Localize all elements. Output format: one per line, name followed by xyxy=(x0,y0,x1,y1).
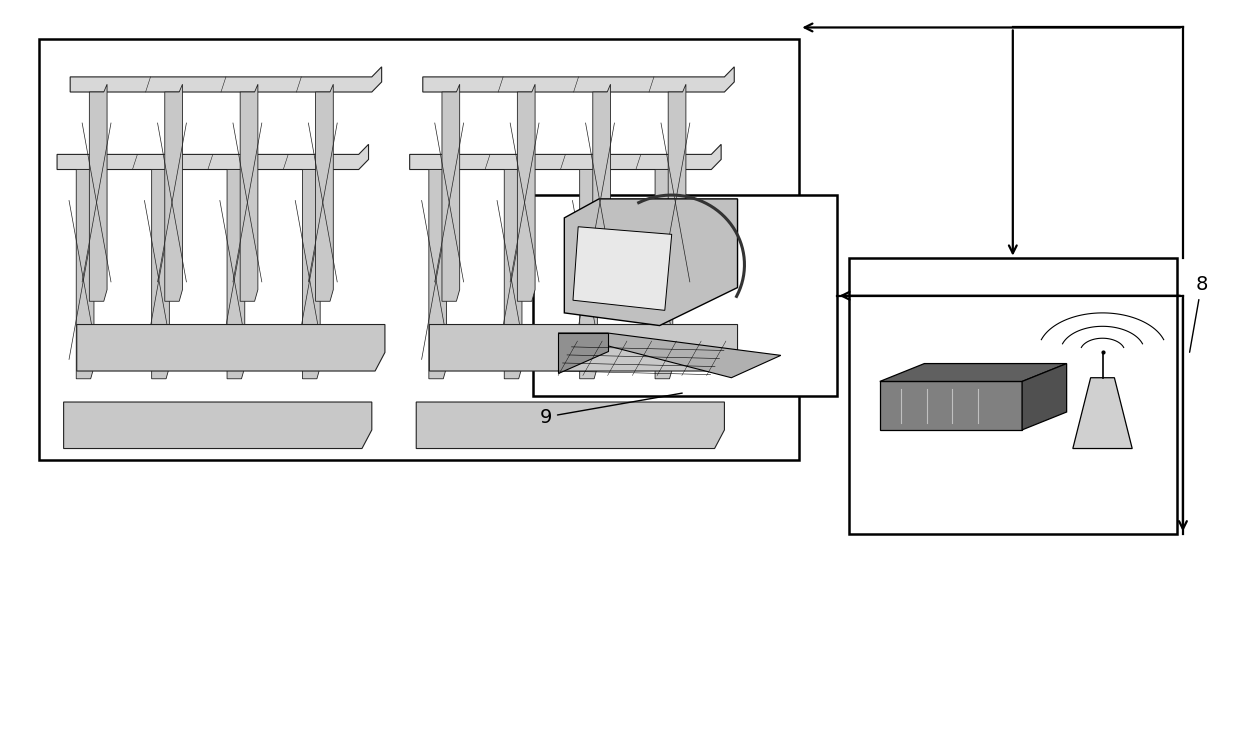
Polygon shape xyxy=(593,85,610,301)
Polygon shape xyxy=(71,67,382,92)
Polygon shape xyxy=(1022,364,1066,430)
Polygon shape xyxy=(63,402,372,449)
Polygon shape xyxy=(880,364,1066,381)
Polygon shape xyxy=(441,85,460,301)
Polygon shape xyxy=(517,85,536,301)
Polygon shape xyxy=(227,162,244,378)
Polygon shape xyxy=(417,402,724,449)
Polygon shape xyxy=(303,162,320,378)
Polygon shape xyxy=(57,144,368,170)
Polygon shape xyxy=(655,162,673,378)
Polygon shape xyxy=(558,333,608,373)
Polygon shape xyxy=(165,85,182,301)
Polygon shape xyxy=(89,85,107,301)
Polygon shape xyxy=(423,67,734,92)
Polygon shape xyxy=(558,333,781,378)
Bar xyxy=(849,259,1177,534)
Polygon shape xyxy=(76,162,94,378)
Polygon shape xyxy=(151,162,170,378)
Polygon shape xyxy=(579,162,598,378)
Polygon shape xyxy=(429,325,738,371)
Text: 8: 8 xyxy=(1189,275,1208,352)
Polygon shape xyxy=(77,325,384,371)
Text: 9: 9 xyxy=(539,393,682,426)
Bar xyxy=(533,195,837,396)
Polygon shape xyxy=(668,85,686,301)
Polygon shape xyxy=(573,227,672,310)
Polygon shape xyxy=(429,162,446,378)
Polygon shape xyxy=(316,85,334,301)
Bar xyxy=(38,39,800,460)
FancyBboxPatch shape xyxy=(880,381,1022,430)
Polygon shape xyxy=(1073,378,1132,449)
Polygon shape xyxy=(409,144,722,170)
Polygon shape xyxy=(505,162,522,378)
Polygon shape xyxy=(241,85,258,301)
Polygon shape xyxy=(564,199,738,325)
